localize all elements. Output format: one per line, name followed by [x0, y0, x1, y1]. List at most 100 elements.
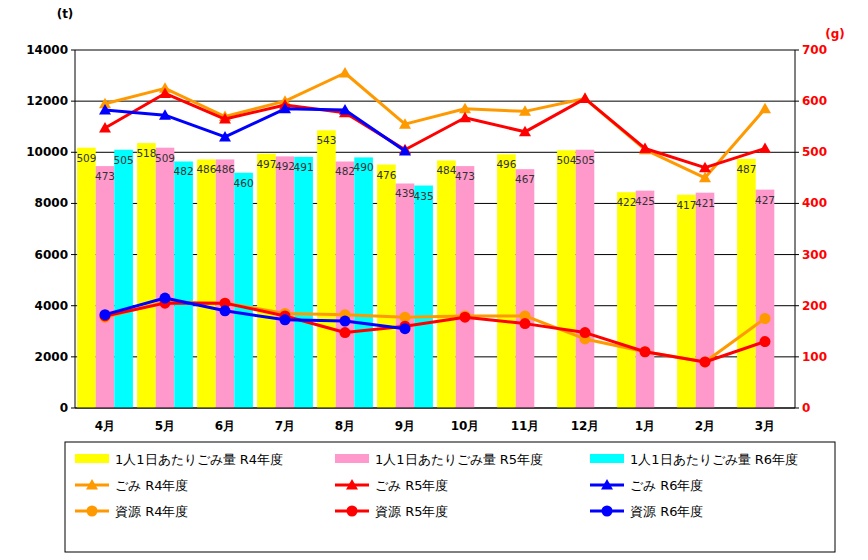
data-label: 460 — [234, 177, 254, 189]
legend-swatch — [590, 454, 624, 463]
y2-axis — [795, 50, 796, 408]
data-label: 518 — [136, 147, 156, 159]
legend-marker — [347, 506, 358, 517]
marker — [580, 327, 591, 338]
y-axis — [75, 50, 76, 408]
marker — [700, 356, 711, 367]
bar — [557, 150, 576, 408]
bar — [216, 159, 235, 408]
marker — [339, 104, 351, 115]
tick-mark — [795, 305, 799, 306]
y2-tick-label: 0 — [802, 401, 810, 415]
y-tick-label: 4000 — [35, 299, 68, 313]
marker — [219, 113, 231, 124]
y-tick-label: 6000 — [35, 248, 68, 262]
data-label: 543 — [316, 134, 336, 146]
line — [105, 303, 765, 362]
bar — [696, 193, 715, 408]
x-tick-label: 2月 — [695, 419, 715, 433]
tick-mark — [795, 356, 799, 357]
data-label: 467 — [515, 173, 535, 185]
marker — [759, 142, 771, 153]
y2-tick-label: 100 — [802, 350, 827, 364]
data-label: 473 — [95, 170, 115, 182]
data-label: 504 — [556, 154, 576, 166]
marker — [519, 105, 531, 116]
tick-mark — [71, 356, 75, 357]
marks — [77, 67, 774, 408]
data-label: 491 — [294, 161, 314, 173]
legend-label: 1人1日あたりごみ量 R6年度 — [630, 452, 798, 467]
tick-mark — [795, 50, 799, 51]
y2-tick-label: 500 — [802, 145, 827, 159]
y2-tick-label: 600 — [802, 94, 827, 108]
marker — [159, 109, 171, 120]
data-label: 484 — [436, 164, 456, 176]
data-label: 482 — [174, 165, 194, 177]
bar — [137, 143, 156, 408]
y2-tick-label: 400 — [802, 196, 827, 210]
bar — [294, 157, 313, 408]
tick-mark — [795, 408, 799, 409]
marker — [280, 314, 291, 325]
data-label: 509 — [76, 152, 96, 164]
tick-mark — [71, 50, 75, 51]
legend-swatch — [75, 454, 109, 463]
bar — [576, 150, 595, 408]
line — [105, 73, 765, 178]
marker — [99, 122, 111, 133]
x-tick-label: 8月 — [335, 419, 355, 433]
legend-label: 資源 R6年度 — [630, 504, 703, 519]
bar — [456, 166, 475, 408]
line — [105, 302, 765, 362]
marker — [519, 126, 531, 136]
y-axis-label: (t) — [57, 7, 74, 21]
y2-tick-label: 300 — [802, 248, 827, 262]
tick-mark — [795, 254, 799, 255]
tick-mark — [795, 152, 799, 153]
line — [105, 109, 405, 151]
legend-label: 1人1日あたりごみ量 R5年度 — [375, 452, 543, 467]
grid-line — [75, 408, 795, 409]
marker — [460, 312, 471, 323]
y-tick-label: 14000 — [26, 43, 68, 57]
tick-mark — [71, 254, 75, 255]
legend: 1人1日あたりごみ量 R4年度 1人1日あたりごみ量 R5年度 1人1日あたりごみ量… — [65, 442, 835, 552]
y2-tick-label: 700 — [802, 43, 827, 57]
marker — [340, 316, 351, 327]
data-label: 487 — [736, 163, 756, 175]
legend-marker — [346, 479, 358, 490]
x-tick-label: 9月 — [395, 419, 415, 433]
data-label: 496 — [496, 158, 516, 170]
bar — [114, 150, 133, 408]
bar — [617, 192, 636, 408]
bar — [737, 159, 756, 408]
marker — [340, 327, 351, 338]
marker — [160, 293, 171, 304]
legend-label: 資源 R4年度 — [115, 504, 188, 519]
y2-tick-label: 200 — [802, 299, 827, 313]
data-label: 492 — [275, 160, 295, 172]
bar — [156, 148, 175, 408]
data-label: 490 — [354, 161, 374, 173]
x-tick-label: 4月 — [95, 419, 115, 433]
legend-label: ごみ R5年度 — [375, 478, 448, 493]
data-label: 425 — [635, 195, 655, 207]
data-label: 486 — [215, 163, 235, 175]
bar — [96, 166, 115, 408]
data-label: 509 — [155, 152, 175, 164]
marker — [699, 162, 711, 173]
marker — [579, 93, 591, 104]
legend-label: 1人1日あたりごみ量 R4年度 — [115, 452, 283, 467]
data-label: 486 — [196, 163, 216, 175]
legend-box — [65, 442, 835, 552]
legend-marker — [602, 506, 613, 517]
data-label: 417 — [676, 199, 696, 211]
bar — [336, 161, 355, 408]
bar — [437, 160, 456, 408]
y-tick-label: 10000 — [26, 145, 68, 159]
bar — [197, 159, 216, 408]
data-label: 497 — [256, 158, 276, 170]
bar — [77, 148, 96, 408]
marker — [399, 118, 411, 129]
